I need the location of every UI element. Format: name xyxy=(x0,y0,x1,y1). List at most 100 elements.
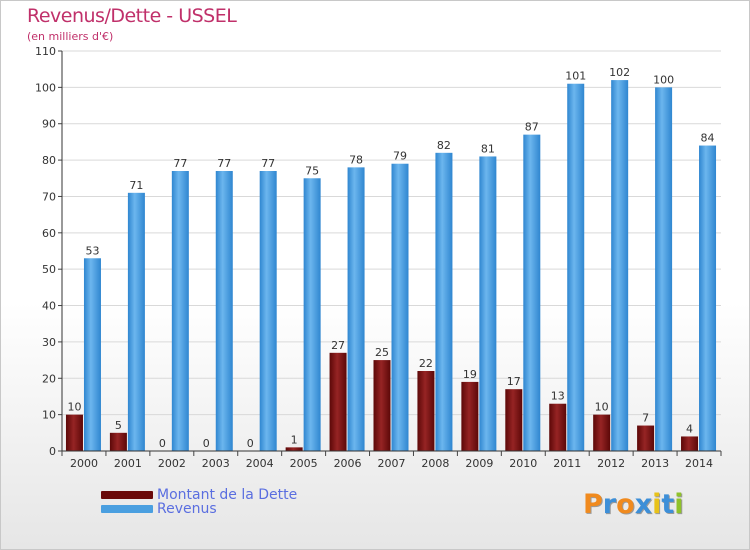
legend-swatch-dette xyxy=(101,491,153,499)
data-label-revenus: 101 xyxy=(565,70,586,83)
bar-revenus xyxy=(567,83,585,452)
proxiti-logo: Proxiti xyxy=(583,489,684,520)
bar-revenus xyxy=(655,87,673,451)
bar-revenus xyxy=(127,192,145,451)
y-tick-label: 40 xyxy=(42,300,56,313)
x-tick-label: 2011 xyxy=(553,457,581,470)
chart-subtitle: (en milliers d'€) xyxy=(27,30,114,43)
x-tick-label: 2006 xyxy=(334,457,362,470)
x-tick-label: 2008 xyxy=(421,457,449,470)
data-label-dette: 5 xyxy=(115,419,122,432)
bar-dette xyxy=(373,360,391,451)
logo-letter: i xyxy=(652,489,662,520)
x-tick-label: 2014 xyxy=(685,457,713,470)
x-tick-label: 2007 xyxy=(378,457,406,470)
data-label-revenus: 82 xyxy=(437,139,451,152)
bar-dette xyxy=(417,371,435,451)
y-tick-label: 10 xyxy=(42,409,56,422)
logo-letter: o xyxy=(616,489,635,520)
bar-revenus xyxy=(391,163,409,451)
data-label-dette: 17 xyxy=(507,375,521,388)
logo-letter: P xyxy=(583,489,603,520)
data-label-dette: 27 xyxy=(331,339,345,352)
x-tick-label: 2013 xyxy=(641,457,669,470)
y-tick-label: 30 xyxy=(42,336,56,349)
logo-letter: i xyxy=(674,489,684,520)
data-label-dette: 0 xyxy=(203,437,210,450)
y-tick-label: 100 xyxy=(35,81,56,94)
chart-title: Revenus/Dette - USSEL xyxy=(27,5,237,27)
bar-revenus xyxy=(303,178,321,452)
data-label-dette: 10 xyxy=(595,401,609,414)
legend-label-revenus: Revenus xyxy=(157,501,217,517)
data-label-revenus: 53 xyxy=(85,244,99,257)
bar-revenus xyxy=(347,167,365,451)
data-label-dette: 0 xyxy=(159,437,166,450)
x-tick-label: 2003 xyxy=(202,457,230,470)
data-label-dette: 4 xyxy=(686,422,693,435)
bar-dette xyxy=(329,352,347,451)
bar-dette xyxy=(593,414,611,451)
data-label-revenus: 77 xyxy=(261,157,275,170)
bar-revenus xyxy=(83,258,101,451)
data-label-revenus: 79 xyxy=(393,150,407,163)
data-label-dette: 0 xyxy=(247,437,254,450)
data-label-revenus: 77 xyxy=(217,157,231,170)
data-label-revenus: 77 xyxy=(173,157,187,170)
bar-dette xyxy=(505,389,523,451)
x-tick-label: 2005 xyxy=(290,457,318,470)
y-tick-label: 0 xyxy=(49,445,56,458)
legend-label-dette: Montant de la Dette xyxy=(157,487,298,503)
data-label-revenus: 87 xyxy=(525,121,539,134)
x-tick-label: 2001 xyxy=(114,457,142,470)
data-label-revenus: 75 xyxy=(305,164,319,177)
x-tick-label: 2009 xyxy=(465,457,493,470)
bar-dette xyxy=(65,414,83,451)
bar-revenus xyxy=(611,80,629,451)
bar-dette xyxy=(637,425,655,451)
data-label-dette: 10 xyxy=(67,401,81,414)
logo-letter: t xyxy=(661,489,675,520)
y-tick-label: 50 xyxy=(42,263,56,276)
bar-dette xyxy=(109,432,127,451)
y-tick-label: 110 xyxy=(35,45,56,58)
data-label-dette: 19 xyxy=(463,368,477,381)
data-label-revenus: 84 xyxy=(701,132,715,145)
y-tick-label: 80 xyxy=(42,154,56,167)
y-tick-label: 70 xyxy=(42,190,56,203)
data-label-revenus: 100 xyxy=(653,73,674,86)
logo-letter: r xyxy=(602,489,617,520)
data-label-revenus: 81 xyxy=(481,142,495,155)
y-tick-label: 20 xyxy=(42,372,56,385)
data-label-dette: 13 xyxy=(551,390,565,403)
bar-revenus xyxy=(699,145,717,451)
bar-revenus xyxy=(435,152,453,451)
data-label-dette: 22 xyxy=(419,357,433,370)
x-tick-label: 2012 xyxy=(597,457,625,470)
y-tick-label: 60 xyxy=(42,227,56,240)
bar-revenus xyxy=(171,171,189,451)
bar-revenus xyxy=(259,171,277,451)
logo-letter: x xyxy=(634,489,653,520)
bar-dette xyxy=(461,381,479,451)
x-tick-label: 2010 xyxy=(509,457,537,470)
bar-dette xyxy=(681,436,699,451)
data-label-revenus: 78 xyxy=(349,153,363,166)
data-label-revenus: 71 xyxy=(129,179,143,192)
bar-dette xyxy=(285,447,303,451)
bar-revenus xyxy=(523,134,541,452)
data-label-dette: 25 xyxy=(375,346,389,359)
y-tick-label: 90 xyxy=(42,118,56,131)
x-tick-label: 2002 xyxy=(158,457,186,470)
bar-dette xyxy=(549,403,567,451)
x-tick-label: 2004 xyxy=(246,457,274,470)
bar-revenus xyxy=(215,171,233,451)
data-label-dette: 7 xyxy=(642,412,649,425)
data-label-revenus: 102 xyxy=(609,66,630,79)
x-tick-label: 2000 xyxy=(70,457,98,470)
legend-swatch-revenus xyxy=(101,505,153,513)
data-label-dette: 1 xyxy=(291,433,298,446)
bar-revenus xyxy=(479,156,497,452)
